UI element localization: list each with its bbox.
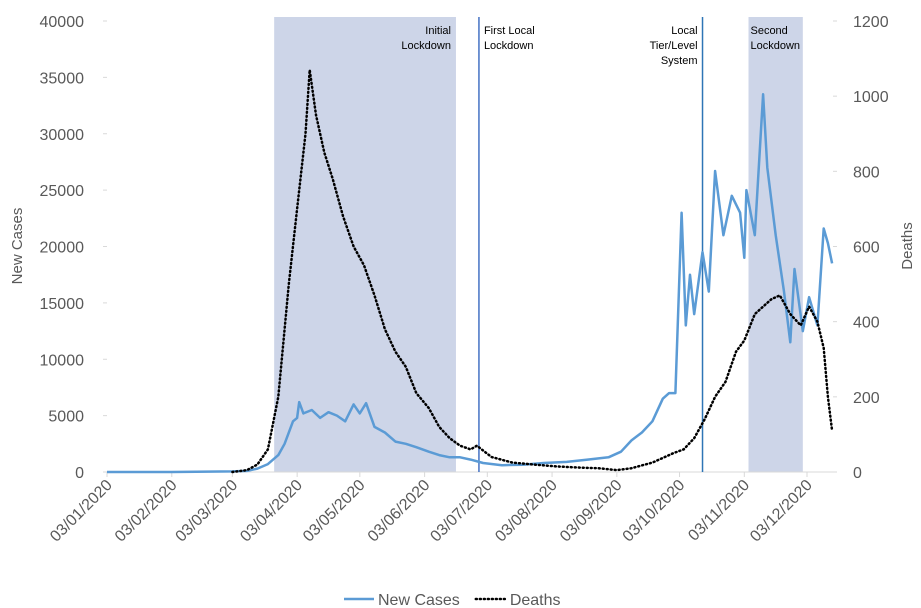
x-tick-label: 03/09/2020 xyxy=(557,477,626,546)
series-line xyxy=(107,93,834,474)
y-tick-label: 5000 xyxy=(48,409,84,426)
y-tick-label: 30000 xyxy=(40,127,85,144)
y-tick-label: 35000 xyxy=(40,70,85,87)
y2-tick-label: 800 xyxy=(853,164,880,181)
x-tick-label: 03/08/2020 xyxy=(492,477,561,546)
x-tick-label: 03/11/2020 xyxy=(685,477,753,545)
annotation: Initial xyxy=(425,25,451,37)
annotation: System xyxy=(661,55,698,67)
x-tick-label: 03/10/2020 xyxy=(620,477,689,546)
y2-tick-label: 400 xyxy=(853,315,880,332)
x-tick-label: 03/01/2020 xyxy=(47,477,116,546)
y2-tick-label: 200 xyxy=(853,390,880,407)
legend-label: New Cases xyxy=(378,592,460,608)
y-tick-label: 0 xyxy=(75,465,84,482)
x-tick-label: 03/05/2020 xyxy=(300,477,369,546)
legend-label: Deaths xyxy=(510,592,561,608)
y2-tick-label: 600 xyxy=(853,240,880,257)
y2-tick-label: 0 xyxy=(853,465,862,482)
x-tick-label: 03/12/2020 xyxy=(747,477,816,546)
y-tick-label: 25000 xyxy=(40,183,85,200)
annotation: Lockdown xyxy=(401,40,451,52)
x-tick-label: 03/07/2020 xyxy=(427,477,496,546)
annotation: Lockdown xyxy=(750,40,800,52)
annotation: Tier/Level xyxy=(650,40,698,52)
x-tick-label: 03/04/2020 xyxy=(237,477,306,546)
region xyxy=(274,17,456,472)
y-tick-label: 10000 xyxy=(40,352,85,369)
x-tick-label: 03/03/2020 xyxy=(173,477,242,546)
x-tick-label: 03/02/2020 xyxy=(112,477,181,546)
x-tick-label: 03/06/2020 xyxy=(365,477,434,546)
y2-tick-label: 1200 xyxy=(853,14,889,31)
annotation: Second xyxy=(750,25,787,37)
annotation: Lockdown xyxy=(484,40,534,52)
y-tick-label: 20000 xyxy=(40,240,85,257)
y-tick-label: 40000 xyxy=(40,14,85,31)
y2-tick-label: 1000 xyxy=(853,89,889,106)
annotation: Local xyxy=(671,25,697,37)
annotation: First Local xyxy=(484,25,535,37)
series-line xyxy=(231,68,834,474)
y-tick-label: 15000 xyxy=(40,296,85,313)
region xyxy=(748,17,803,472)
y-axis-title: New Cases xyxy=(9,208,26,285)
y2-axis-title: Deaths xyxy=(899,222,916,270)
